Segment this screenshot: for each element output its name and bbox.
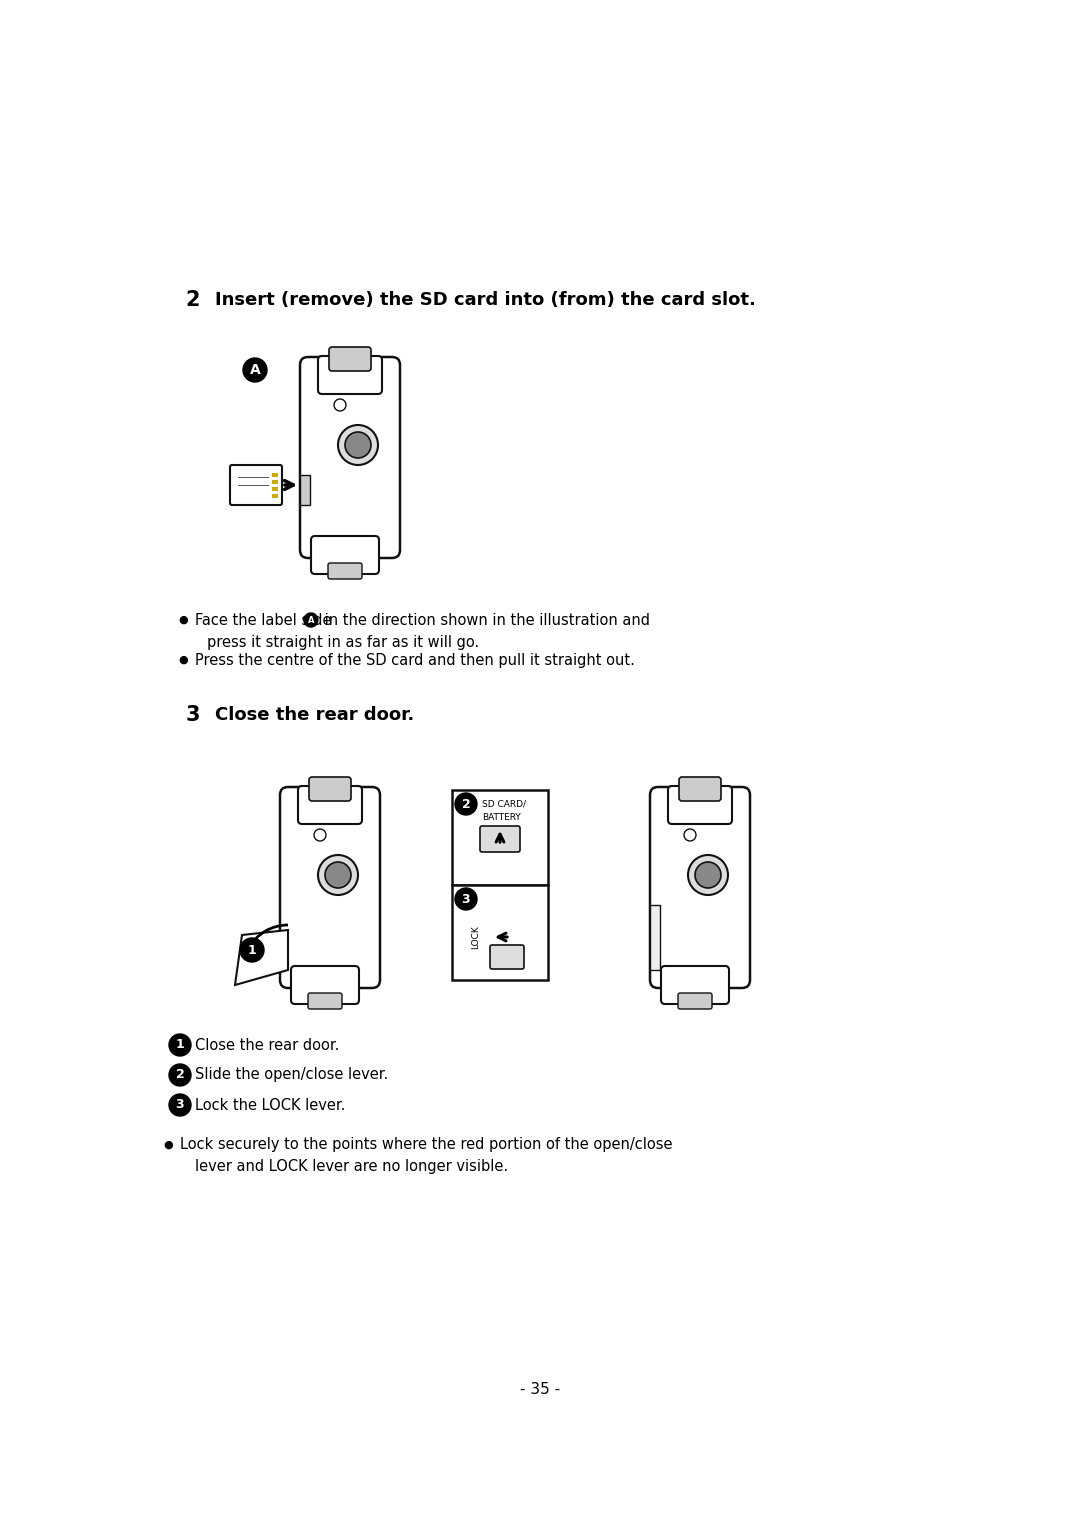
Circle shape [243, 359, 267, 382]
Text: Face the label side: Face the label side [195, 612, 336, 627]
Circle shape [338, 426, 378, 465]
FancyBboxPatch shape [291, 966, 359, 1004]
FancyBboxPatch shape [650, 787, 750, 987]
Circle shape [168, 1064, 191, 1087]
FancyBboxPatch shape [230, 465, 282, 505]
FancyBboxPatch shape [311, 536, 379, 574]
Circle shape [455, 794, 477, 815]
Text: Close the rear door.: Close the rear door. [215, 707, 415, 723]
Circle shape [168, 1094, 191, 1116]
Text: 3: 3 [461, 893, 470, 905]
Text: 1: 1 [247, 943, 256, 957]
Text: - 35 -: - 35 - [519, 1383, 561, 1398]
FancyBboxPatch shape [490, 945, 524, 969]
Circle shape [334, 398, 346, 410]
Circle shape [325, 862, 351, 888]
Text: LOCK: LOCK [472, 925, 481, 949]
FancyBboxPatch shape [480, 826, 519, 852]
FancyBboxPatch shape [328, 563, 362, 578]
Text: in the direction shown in the illustration and: in the direction shown in the illustrati… [320, 612, 650, 627]
Circle shape [688, 855, 728, 896]
Text: press it straight in as far as it will go.: press it straight in as far as it will g… [207, 635, 480, 650]
Text: Lock securely to the points where the red portion of the open/close: Lock securely to the points where the re… [180, 1137, 673, 1152]
FancyBboxPatch shape [669, 786, 732, 824]
FancyBboxPatch shape [298, 786, 362, 824]
Text: ●: ● [163, 1140, 173, 1151]
Bar [272, 494, 278, 497]
Bar [453, 790, 548, 885]
FancyBboxPatch shape [309, 777, 351, 801]
FancyBboxPatch shape [300, 357, 400, 559]
Text: 2: 2 [461, 798, 471, 810]
Text: Press the centre of the SD card and then pull it straight out.: Press the centre of the SD card and then… [195, 653, 635, 667]
Bar [650, 905, 660, 971]
FancyBboxPatch shape [308, 993, 342, 1009]
FancyBboxPatch shape [280, 787, 380, 987]
Polygon shape [235, 929, 288, 984]
Circle shape [696, 862, 721, 888]
Text: Insert (remove) the SD card into (from) the card slot.: Insert (remove) the SD card into (from) … [215, 291, 756, 308]
Text: Close the rear door.: Close the rear door. [195, 1038, 339, 1053]
Text: ●: ● [178, 655, 188, 665]
FancyBboxPatch shape [679, 777, 721, 801]
Bar [272, 481, 278, 484]
Bar [272, 473, 278, 478]
Circle shape [318, 855, 357, 896]
Text: lever and LOCK lever are no longer visible.: lever and LOCK lever are no longer visib… [195, 1160, 508, 1175]
Bar [453, 885, 548, 980]
Circle shape [303, 613, 318, 627]
Text: 3: 3 [186, 705, 200, 725]
Circle shape [455, 888, 477, 909]
Text: 2: 2 [186, 290, 200, 310]
Text: ●: ● [178, 615, 188, 626]
Bar [272, 487, 278, 491]
FancyBboxPatch shape [661, 966, 729, 1004]
Text: 2: 2 [176, 1068, 185, 1082]
Bar [300, 475, 310, 505]
Text: A: A [308, 615, 314, 624]
Text: Slide the open/close lever.: Slide the open/close lever. [195, 1068, 388, 1082]
Circle shape [168, 1035, 191, 1056]
Circle shape [314, 829, 326, 841]
Circle shape [684, 829, 696, 841]
FancyBboxPatch shape [318, 356, 382, 394]
Circle shape [345, 432, 372, 458]
Text: SD CARD/: SD CARD/ [482, 800, 526, 809]
Text: BATTERY: BATTERY [482, 812, 521, 821]
Circle shape [240, 938, 264, 961]
Text: 1: 1 [176, 1039, 185, 1051]
FancyBboxPatch shape [329, 346, 372, 371]
Text: 3: 3 [176, 1099, 185, 1111]
Text: A: A [249, 363, 260, 377]
Text: Lock the LOCK lever.: Lock the LOCK lever. [195, 1097, 346, 1112]
FancyBboxPatch shape [678, 993, 712, 1009]
